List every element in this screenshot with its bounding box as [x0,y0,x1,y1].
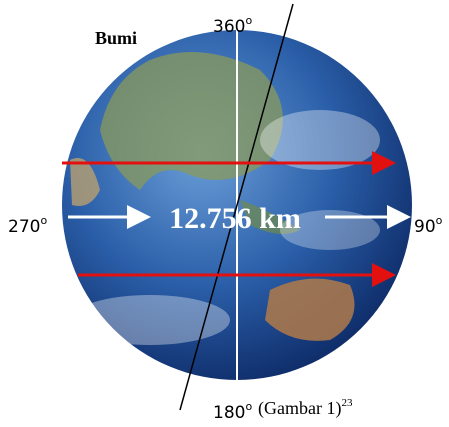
caption: (Gambar 1)23 [258,397,353,419]
title: Bumi [95,28,137,48]
diameter-label: 12.756 km [169,202,301,235]
axis-line [179,3,294,411]
degree-label: 90o [414,214,443,237]
degree-label: 360o [213,14,252,37]
degree-label: 180o [213,400,252,423]
degree-label: 270o [8,214,47,237]
